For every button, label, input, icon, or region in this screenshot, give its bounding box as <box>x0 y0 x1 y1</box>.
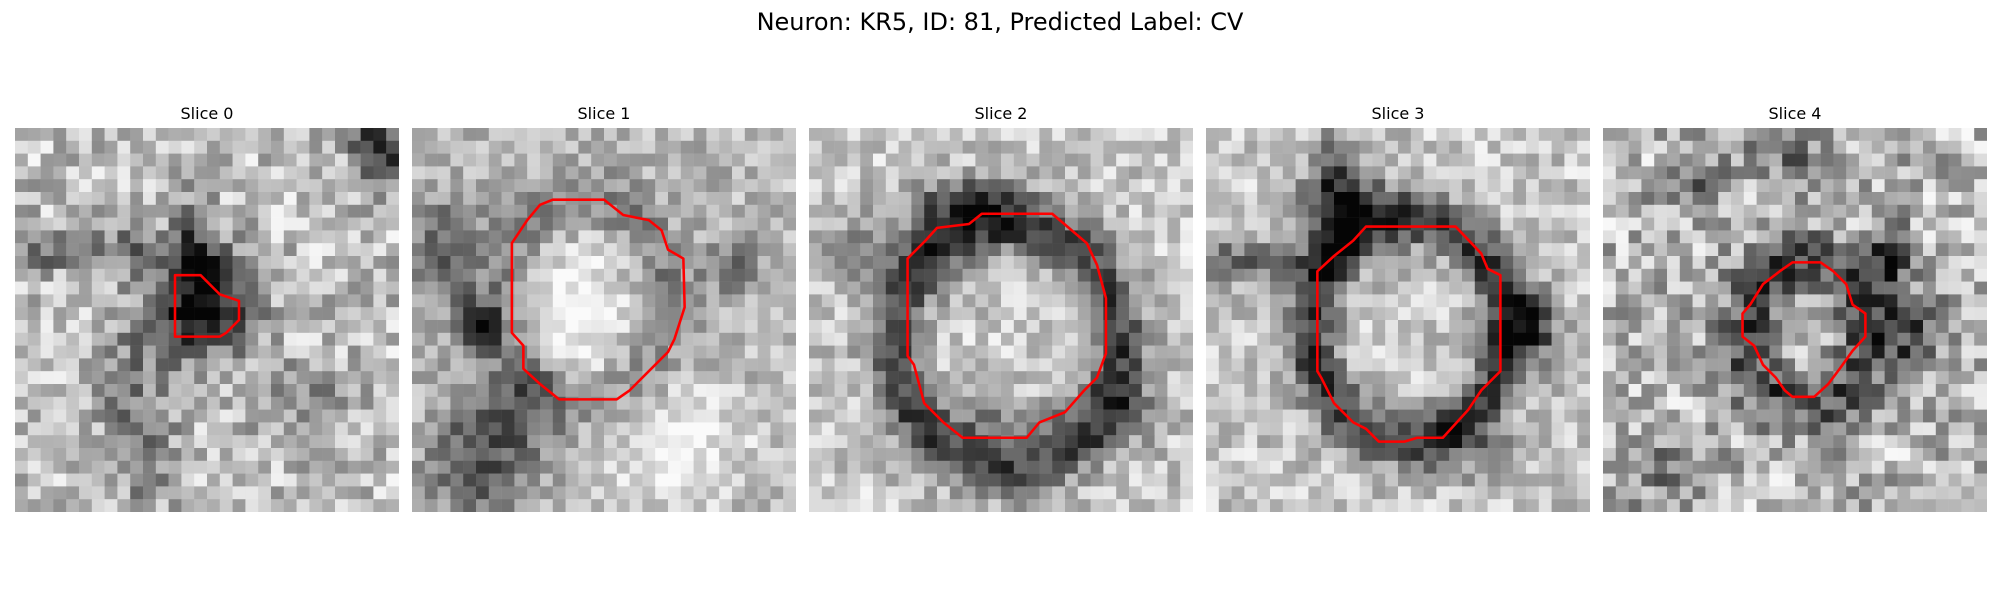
roi-contour <box>1316 225 1502 443</box>
slice-title: Slice 3 <box>1371 104 1425 123</box>
slice-panel-2: Slice 2 <box>809 104 1193 512</box>
pixel-grid <box>15 128 399 512</box>
roi-contour <box>510 198 686 401</box>
roi-contour <box>173 273 241 338</box>
slice-title: Slice 0 <box>180 104 234 123</box>
pixel-grid <box>1206 128 1590 512</box>
slice-title: Slice 4 <box>1768 104 1822 123</box>
pixel-grid <box>1603 128 1987 512</box>
slice-image <box>15 128 399 512</box>
slice-panel-1: Slice 1 <box>412 104 796 512</box>
slice-title: Slice 1 <box>577 104 631 123</box>
slice-panel-4: Slice 4 <box>1603 104 1987 512</box>
slice-image <box>1603 128 1987 512</box>
slice-image <box>809 128 1193 512</box>
pixel-grid <box>809 128 1193 512</box>
figure-title: Neuron: KR5, ID: 81, Predicted Label: CV <box>756 8 1244 36</box>
slice-title: Slice 2 <box>974 104 1028 123</box>
slice-panel-0: Slice 0 <box>15 104 399 512</box>
slice-image <box>1206 128 1590 512</box>
roi-contour <box>906 212 1108 440</box>
slice-panel-3: Slice 3 <box>1206 104 1590 512</box>
slice-image <box>412 128 796 512</box>
roi-contour <box>1741 261 1867 399</box>
pixel-grid <box>412 128 796 512</box>
